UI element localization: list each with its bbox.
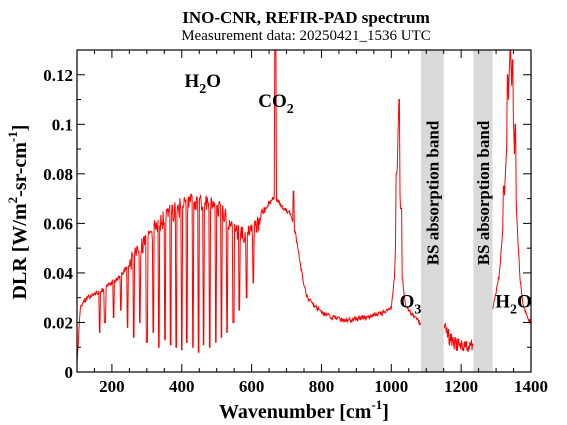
annotation-o3: O3 bbox=[400, 292, 422, 318]
x-axis-label: Wavenumber [cm-1] bbox=[219, 397, 389, 423]
spectrum-line bbox=[76, 49, 531, 364]
chart-subtitle: Measurement data: 20250421_1536 UTC bbox=[181, 28, 431, 44]
chart-title: INO-CNR, REFIR-PAD spectrum bbox=[182, 8, 430, 27]
spectrum-series bbox=[76, 49, 531, 364]
y-axis-label: DLR [W/m2-sr-cm-1] bbox=[5, 125, 31, 300]
absorption-band-1 bbox=[420, 50, 444, 372]
absorption-bands: BS absorption band BS absorption band bbox=[420, 50, 493, 372]
y-tick-label: 0 bbox=[65, 363, 74, 382]
y-tick-label: 0.06 bbox=[43, 214, 73, 233]
x-tick-label: 800 bbox=[309, 377, 335, 396]
x-tick-label: 200 bbox=[99, 377, 125, 396]
band-label-2: BS absorption band bbox=[474, 120, 493, 265]
y-tick-label: 0.08 bbox=[43, 165, 73, 184]
axis-ticks: 200 400 600 800 1000 1200 1400 0 0.02 0.04 0.06 0.0… bbox=[43, 50, 548, 396]
y-tick-label: 0.02 bbox=[43, 313, 73, 332]
absorption-band-2 bbox=[473, 50, 493, 372]
y-tick-label: 0.12 bbox=[43, 66, 73, 85]
x-tick-label: 1200 bbox=[444, 377, 478, 396]
plot-area-frame bbox=[76, 49, 532, 373]
x-tick-label: 1000 bbox=[374, 377, 408, 396]
molecule-annotations: H2O CO2 O3 H2O bbox=[184, 71, 531, 317]
annotation-h2o: H2O bbox=[184, 71, 221, 97]
annotation-co2: CO2 bbox=[258, 91, 294, 117]
x-tick-label: 400 bbox=[169, 377, 195, 396]
y-tick-label: 0.1 bbox=[52, 115, 73, 134]
annotation-h2o: H2O bbox=[495, 292, 532, 318]
band-label-1: BS absorption band bbox=[423, 120, 442, 265]
x-tick-label: 600 bbox=[239, 377, 265, 396]
y-tick-label: 0.04 bbox=[43, 264, 73, 283]
x-tick-label: 1400 bbox=[514, 377, 548, 396]
